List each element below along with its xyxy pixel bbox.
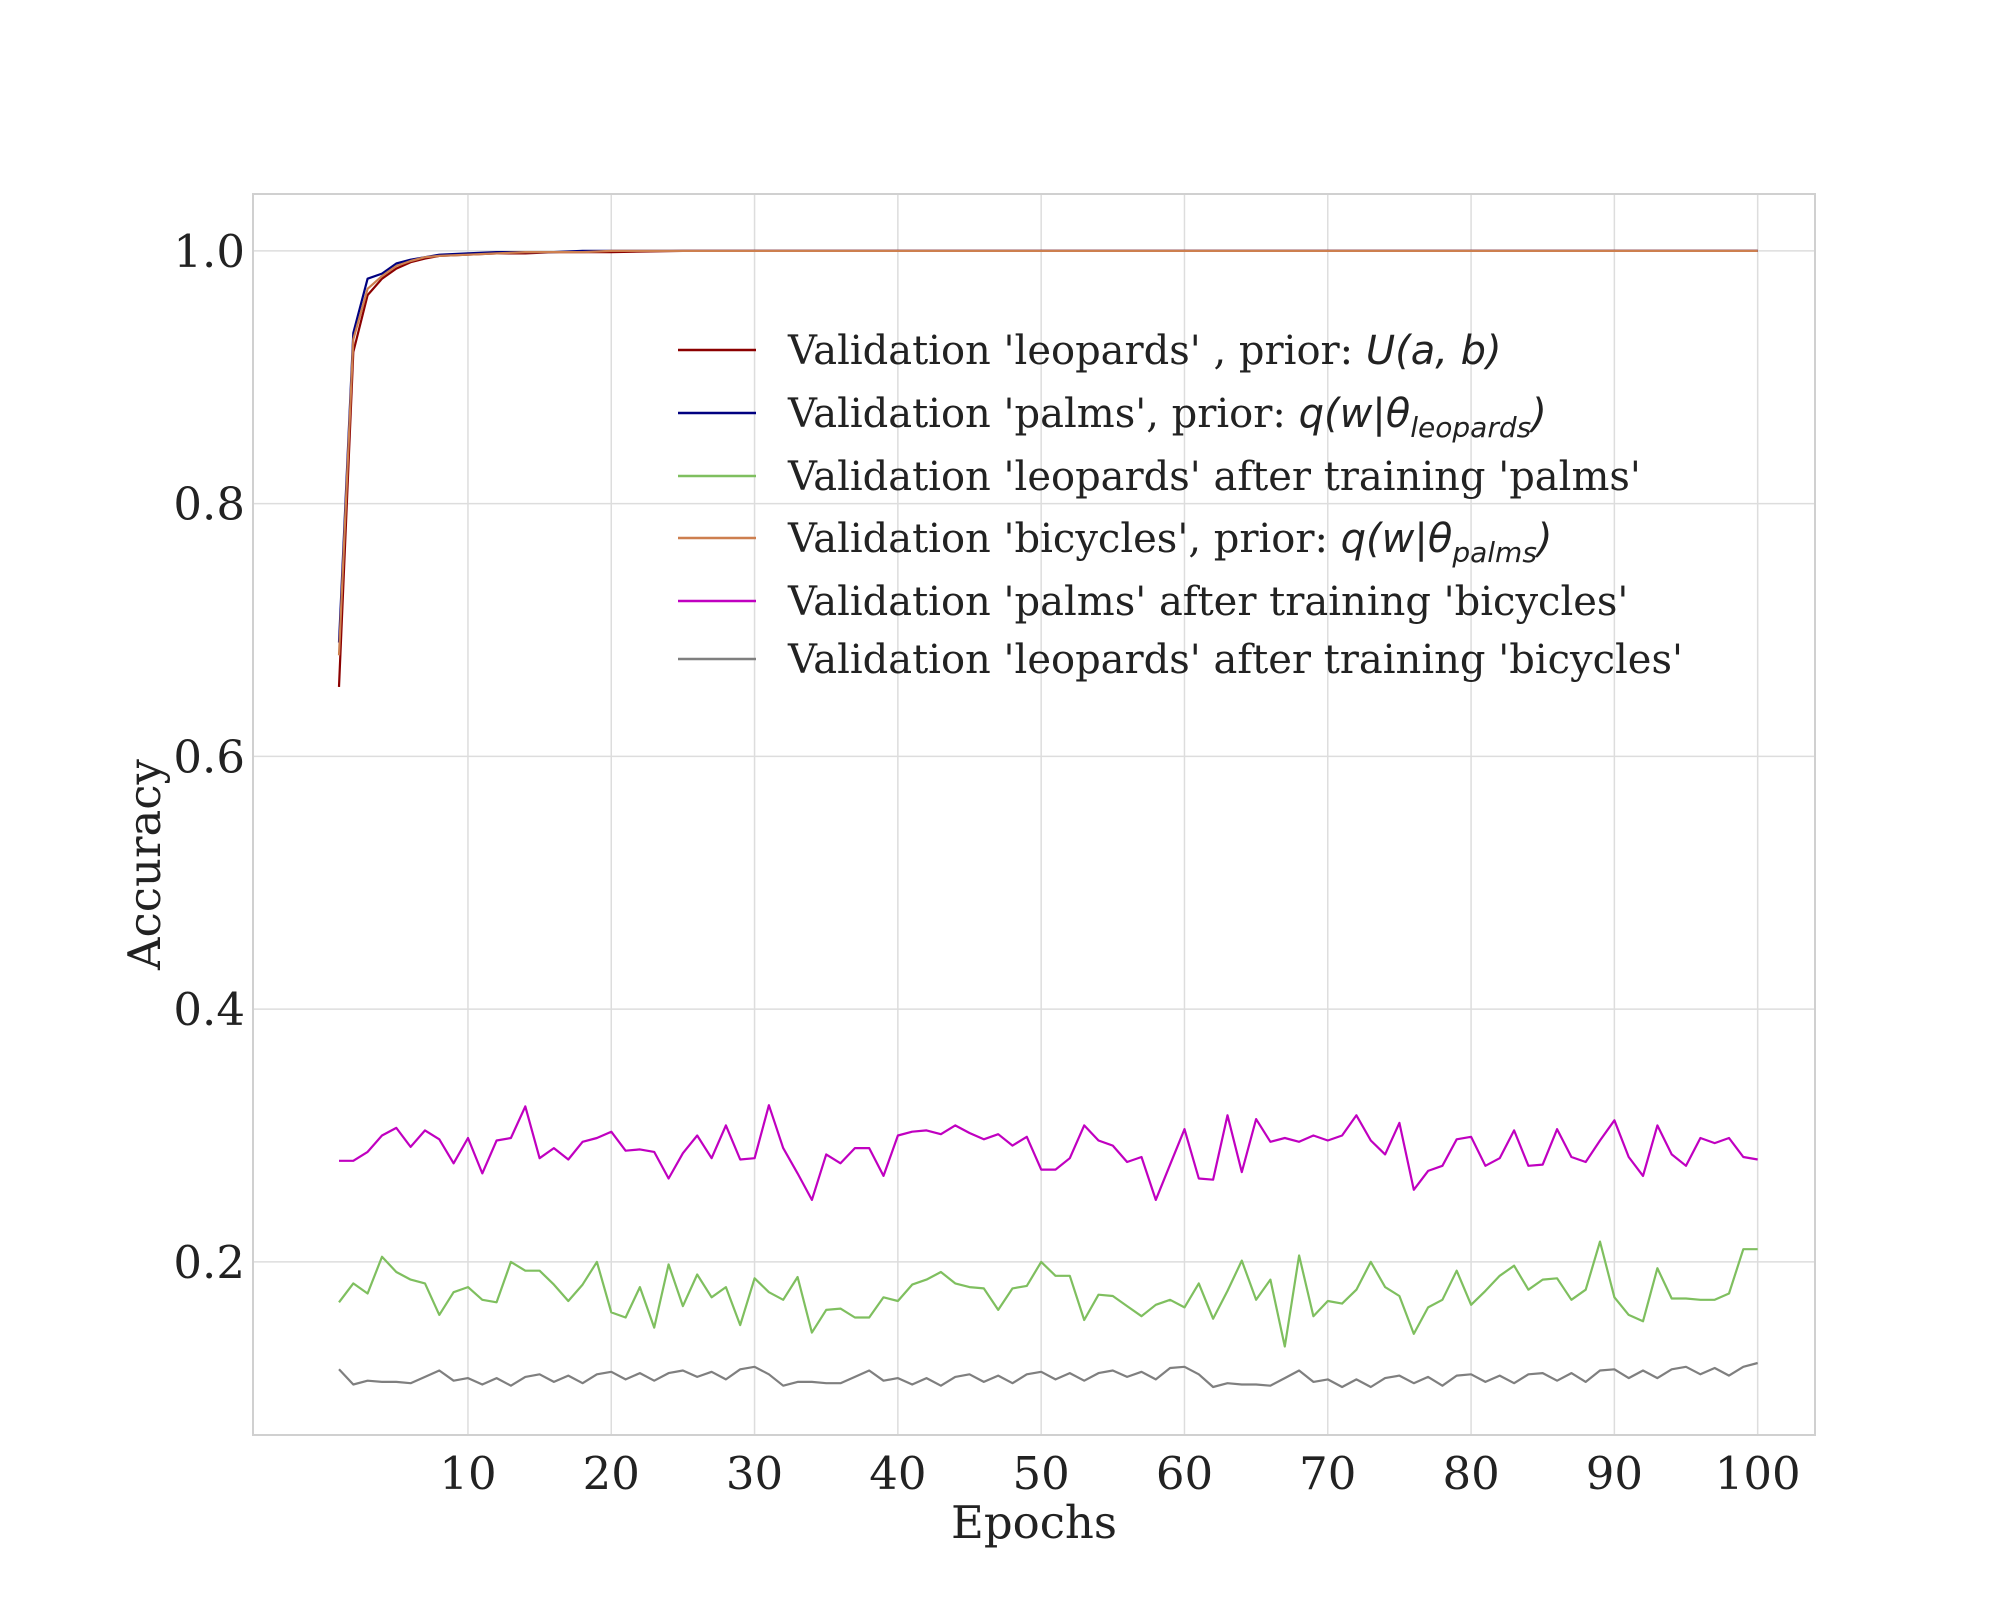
legend-entry-math: q(w|θ <box>1299 391 1411 437</box>
y-tick-label: 0.6 <box>173 730 245 783</box>
plot-area-frame <box>252 193 1816 1436</box>
x-tick-label: 10 <box>439 1447 496 1500</box>
x-tick-label: 20 <box>583 1447 640 1500</box>
legend-entry: Validation 'palms', prior: q(w|θleopards… <box>787 391 1547 444</box>
x-tick-label: 60 <box>1156 1447 1213 1500</box>
legend-entry: Validation 'leopards' , prior: U(a, b) <box>787 328 1502 374</box>
y-tick-label: 0.8 <box>173 478 245 531</box>
legend-entry: Validation 'bicycles', prior: q(w|θpalms… <box>787 516 1553 569</box>
legend-entry-math: U(a, b) <box>1366 328 1502 374</box>
grid <box>253 194 1815 1435</box>
legend-entry-close: ) <box>1534 516 1553 562</box>
x-axis-ticks: 10 20 30 40 50 60 70 80 90 100 <box>439 1447 1800 1500</box>
x-tick-label: 50 <box>1013 1447 1070 1500</box>
y-tick-label: 0.4 <box>173 983 245 1036</box>
legend: Validation 'leopards' , prior: U(a, b)Va… <box>678 328 1683 683</box>
legend-entry-subscript: leopards <box>1410 411 1531 444</box>
x-tick-label: 70 <box>1299 1447 1356 1500</box>
x-tick-label: 40 <box>869 1447 926 1500</box>
legend-entry: Validation 'leopards' after training 'pa… <box>787 454 1641 500</box>
legend-entry-text: Validation 'leopards' after training 'bi… <box>787 637 1683 683</box>
legend-entry-text: Validation 'bicycles', prior: <box>787 516 1341 562</box>
x-tick-label: 30 <box>726 1447 783 1500</box>
series-line-validation-bicycles-prior-palms <box>337 249 1758 656</box>
series-line-validation-leopards-after-training-bicycles <box>338 1361 1758 1389</box>
legend-entry-math: q(w|θ <box>1341 516 1453 562</box>
y-axis-label: Accuracy <box>118 759 171 971</box>
y-tick-label: 1.0 <box>173 225 245 278</box>
legend-entry-close: ) <box>1528 391 1547 437</box>
y-tick-label: 0.2 <box>173 1236 245 1289</box>
legend-entry-text: Validation 'palms', prior: <box>787 391 1299 437</box>
series-line-validation-palms-after-training-bicycles <box>339 1104 1758 1202</box>
x-tick-label: 100 <box>1715 1447 1801 1500</box>
legend-entry-text: Validation 'leopards' , prior: <box>787 328 1366 374</box>
legend-entry: Validation 'leopards' after training 'bi… <box>787 637 1683 683</box>
legend-entry-subscript: palms <box>1451 536 1537 569</box>
legend-entry-text: Validation 'palms' after training 'bicyc… <box>787 579 1628 625</box>
series-line-validation-leopards-after-training-palms <box>338 1240 1758 1348</box>
legend-entry-text: Validation 'leopards' after training 'pa… <box>787 454 1641 500</box>
x-tick-label: 80 <box>1442 1447 1499 1500</box>
x-tick-label: 90 <box>1586 1447 1643 1500</box>
y-axis-ticks: 0.2 0.4 0.6 0.8 1.0 <box>173 225 245 1289</box>
series-lines <box>337 249 1758 1389</box>
x-axis-label: Epochs <box>951 1496 1117 1549</box>
legend-entry: Validation 'palms' after training 'bicyc… <box>787 579 1628 625</box>
